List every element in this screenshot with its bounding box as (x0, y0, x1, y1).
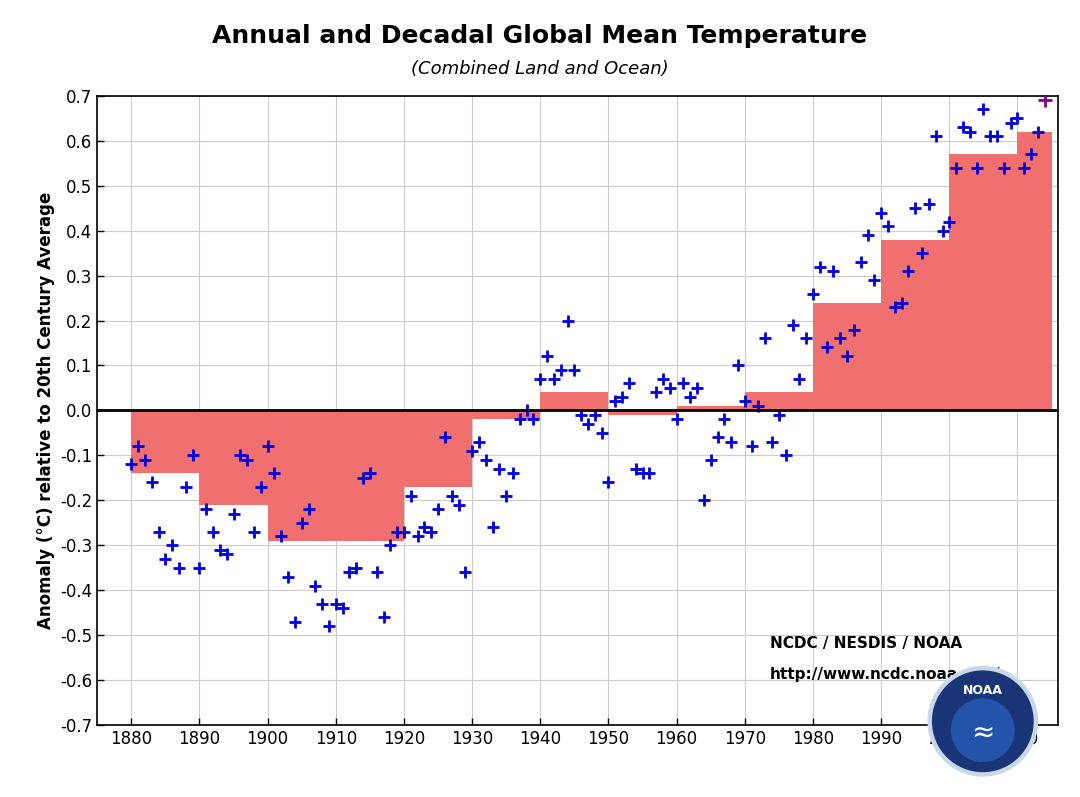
Polygon shape (745, 392, 813, 410)
Text: ≈: ≈ (971, 718, 995, 747)
Text: (Combined Land and Ocean): (Combined Land and Ocean) (411, 60, 669, 78)
Circle shape (951, 699, 1014, 761)
Polygon shape (540, 392, 608, 410)
Circle shape (933, 671, 1032, 771)
Polygon shape (336, 410, 404, 541)
Y-axis label: Anomaly (°C) relative to 20th Century Average: Anomaly (°C) relative to 20th Century Av… (37, 192, 54, 629)
Polygon shape (813, 303, 881, 410)
Text: NOAA: NOAA (963, 684, 1002, 697)
Polygon shape (949, 154, 1017, 410)
Text: http://www.ncdc.noaa.gov/: http://www.ncdc.noaa.gov/ (770, 667, 1001, 682)
Polygon shape (472, 410, 540, 419)
Polygon shape (608, 410, 677, 415)
Polygon shape (1017, 132, 1052, 410)
Polygon shape (677, 406, 745, 410)
Polygon shape (404, 410, 472, 487)
Polygon shape (132, 410, 200, 473)
Circle shape (928, 666, 1038, 776)
Text: Annual and Decadal Global Mean Temperature: Annual and Decadal Global Mean Temperatu… (213, 24, 867, 48)
Text: NCDC / NESDIS / NOAA: NCDC / NESDIS / NOAA (770, 636, 962, 651)
Polygon shape (881, 240, 949, 410)
Polygon shape (200, 410, 268, 505)
Polygon shape (268, 410, 336, 541)
